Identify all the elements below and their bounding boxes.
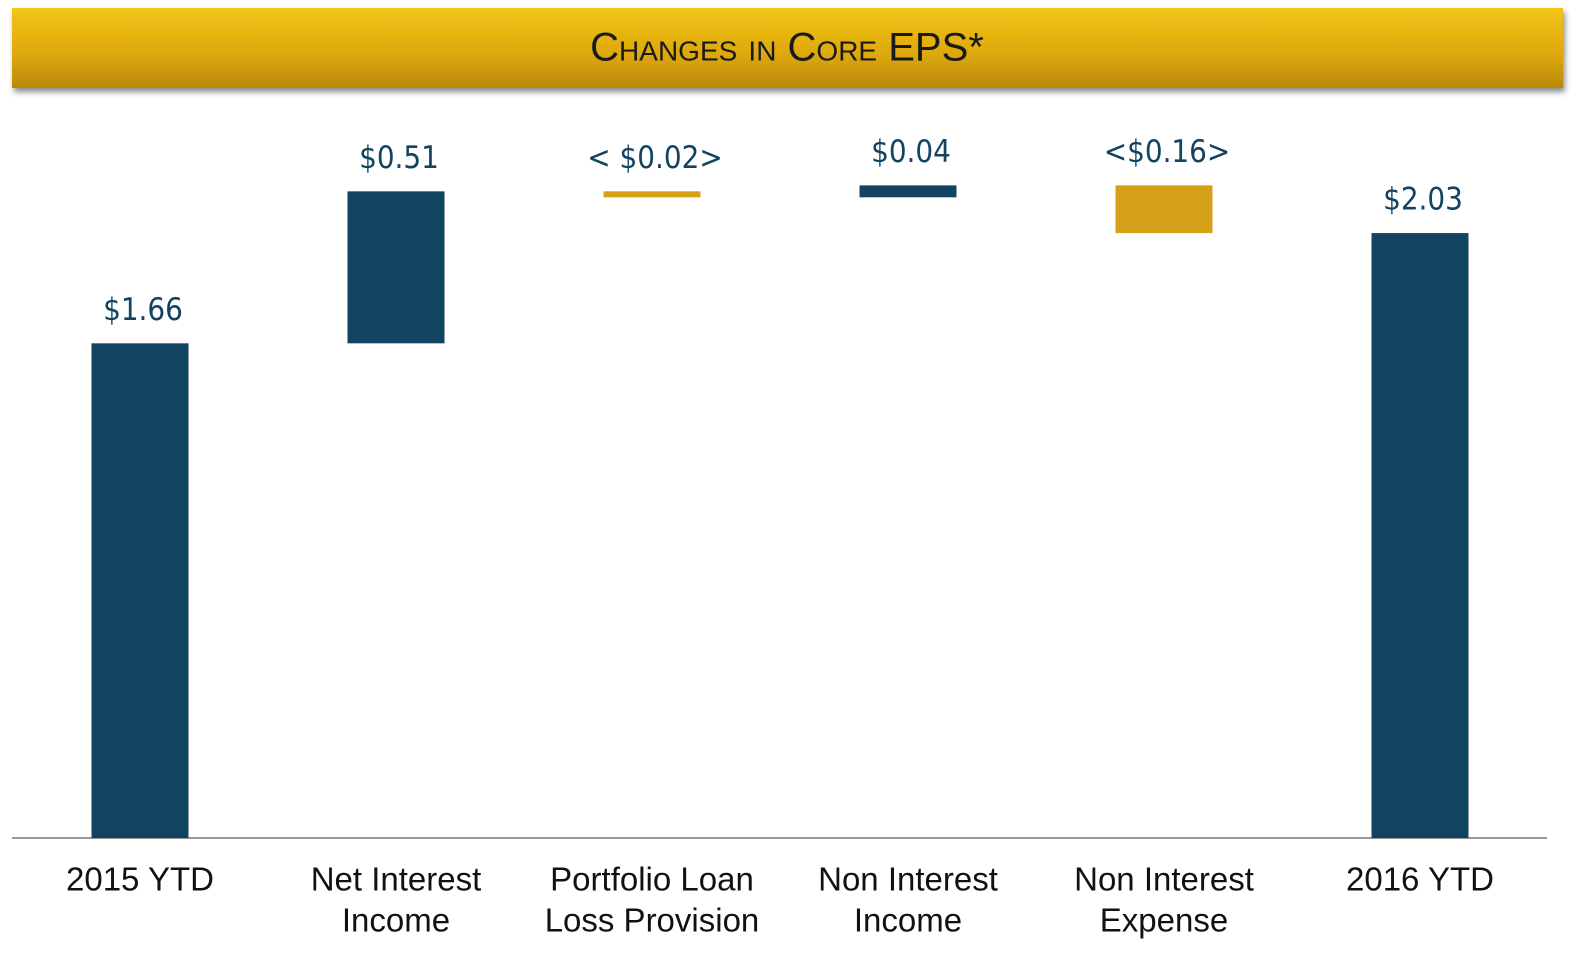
x-tick-label: Income xyxy=(342,902,450,939)
bar xyxy=(91,343,189,838)
bar xyxy=(859,185,957,198)
x-tick-label: 2015 YTD xyxy=(66,861,214,898)
title-bar xyxy=(12,8,1563,88)
x-tick-label: Non Interest xyxy=(1074,861,1254,898)
x-tick-label: 2016 YTD xyxy=(1346,861,1494,898)
bar xyxy=(1115,185,1213,234)
value-label: $0.04 xyxy=(871,134,951,170)
value-label: $2.03 xyxy=(1383,182,1463,218)
bar xyxy=(347,191,445,344)
x-tick-label: Portfolio Loan xyxy=(550,861,754,898)
bar xyxy=(603,191,701,198)
x-tick-label: Expense xyxy=(1100,902,1228,939)
value-label: $1.66 xyxy=(103,292,183,328)
x-tick-label: Loss Provision xyxy=(545,902,760,939)
x-tick-label: Net Interest xyxy=(311,861,482,898)
bar xyxy=(1371,233,1469,838)
value-label: <$0.16> xyxy=(1104,134,1231,170)
x-tick-label: Income xyxy=(854,902,962,939)
value-label: < $0.02> xyxy=(587,140,722,176)
chart-title: Changes in Core EPS* xyxy=(590,26,984,70)
x-tick-label: Non Interest xyxy=(818,861,998,898)
value-label: $0.51 xyxy=(359,140,439,176)
